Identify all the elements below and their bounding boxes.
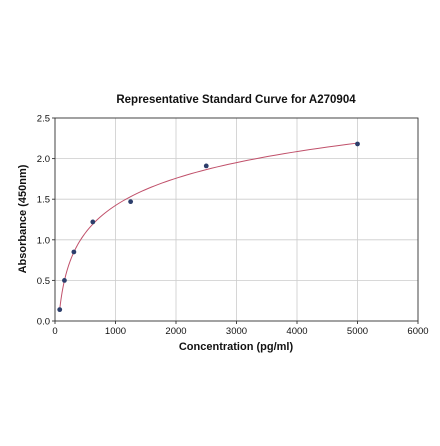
y-axis-label: Absorbance (450nm)	[17, 164, 29, 273]
data-point	[62, 278, 67, 283]
fit-curve-layer	[59, 142, 358, 310]
fit-curve-line	[59, 142, 358, 310]
x-tick-label: 1000	[105, 326, 126, 337]
x-tick-label: 4000	[286, 326, 307, 337]
y-tick-label: 1.5	[37, 195, 50, 206]
x-axis-label: Concentration (pg/ml)	[179, 341, 294, 353]
grid-lines	[54, 117, 419, 322]
data-point	[355, 141, 360, 147]
x-tick-label: 3000	[226, 326, 247, 337]
y-axis-ticks: 0.0 0.5 1.0 1.5 2.0 2.5	[37, 114, 55, 328]
y-tick-label: 0.0	[37, 317, 50, 328]
x-tick-label: 0	[52, 326, 57, 337]
data-point	[128, 199, 134, 205]
data-point	[57, 307, 63, 313]
data-point	[71, 249, 77, 255]
y-tick-label: 1.0	[37, 235, 50, 246]
data-points-layer	[57, 141, 360, 313]
y-tick-label: 0.5	[37, 276, 50, 287]
x-tick-label: 6000	[407, 326, 428, 337]
x-tick-label: 5000	[347, 326, 368, 337]
y-tick-label: 2.5	[37, 114, 50, 125]
x-axis-ticks: 0 1000 2000 3000 4000 5000 6000	[52, 321, 429, 337]
data-point	[90, 219, 96, 225]
chart-title: Representative Standard Curve for A27090…	[116, 94, 356, 106]
y-tick-label: 2.0	[37, 154, 50, 165]
data-point	[203, 163, 209, 169]
x-tick-label: 2000	[165, 326, 186, 337]
